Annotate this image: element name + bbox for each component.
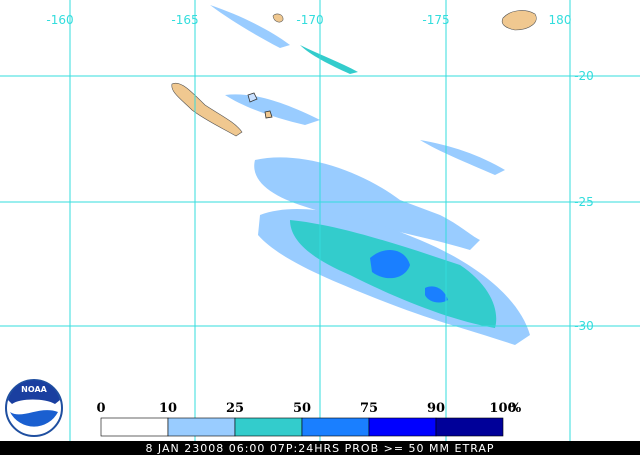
logo-top (8, 380, 60, 404)
legend-swatch (368, 417, 437, 437)
longitude-label: -175 (422, 13, 449, 27)
graticule: -160 -165 -170 -175 180 -20 -25 -30 (0, 0, 640, 441)
legend-label: 25 (226, 401, 244, 416)
legend-label: 75 (360, 401, 378, 416)
legend-unit: % (509, 401, 522, 416)
legend-label: 50 (293, 401, 311, 416)
latitude-label: -25 (574, 195, 594, 209)
logo-wave (10, 410, 58, 427)
footer-bar (0, 441, 640, 455)
landmasses (171, 10, 537, 137)
noaa-logo: NOAA (5, 379, 63, 437)
prob-area (425, 286, 448, 303)
prob-area (370, 249, 410, 279)
prob-area (300, 45, 358, 74)
footer-text: 8 JAN 23008 06:00 07P:24HRS PROB >= 50 M… (145, 442, 494, 455)
legend-label: 10 (159, 401, 177, 416)
prob-area (225, 94, 320, 125)
longitude-label: -165 (171, 13, 198, 27)
land (501, 10, 537, 31)
prob-area (420, 140, 505, 175)
land (171, 82, 243, 137)
legend-swatch (100, 417, 169, 437)
land (247, 92, 258, 103)
longitude-label: -160 (46, 13, 73, 27)
precip-areas (210, 5, 530, 345)
legend-swatch (234, 417, 303, 437)
prob-area (254, 157, 480, 250)
longitude-label: -170 (296, 13, 323, 27)
legend-label: 90 (427, 401, 445, 416)
legend-swatch (301, 417, 370, 437)
logo-text: NOAA (21, 385, 47, 394)
legend-swatch (435, 417, 504, 437)
latitude-label: -30 (574, 319, 594, 333)
land (272, 13, 284, 23)
land (264, 110, 273, 119)
latitude-label: -20 (574, 69, 594, 83)
legend-label: 100 (489, 401, 516, 416)
prob-area (210, 5, 290, 48)
legend: 0 10 25 50 75 90 100% (96, 401, 522, 437)
legend-label: 0 (96, 401, 105, 416)
longitude-label: 180 (549, 13, 572, 27)
legend-swatch (167, 417, 236, 437)
